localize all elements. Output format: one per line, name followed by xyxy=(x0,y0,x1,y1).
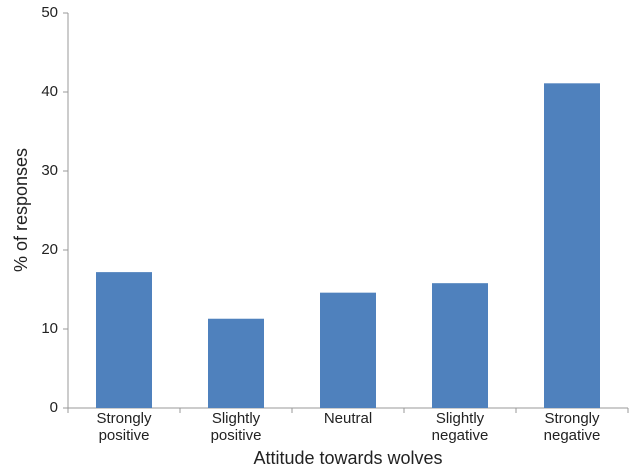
bar xyxy=(432,283,488,408)
bar xyxy=(544,83,600,408)
x-tick-label: Strongly positive xyxy=(96,410,152,444)
x-tick-label: Neutral xyxy=(323,410,373,427)
y-axis-label: % of responses xyxy=(11,148,31,272)
bar xyxy=(96,272,152,408)
x-tick-label: Slightly positive xyxy=(210,410,262,444)
y-tick-label: 30 xyxy=(41,162,58,179)
bar xyxy=(320,292,376,408)
x-tick-label: Slightly negative xyxy=(431,410,489,444)
y-tick-label: 50 xyxy=(41,4,58,21)
y-tick-label: 40 xyxy=(41,83,58,100)
x-tick-label: Strongly negative xyxy=(543,410,601,444)
x-axis-label: Attitude towards wolves xyxy=(253,448,442,468)
y-tick-label: 10 xyxy=(41,320,58,337)
y-tick-label: 0 xyxy=(50,399,58,416)
bar xyxy=(208,318,264,408)
y-tick-label: 20 xyxy=(41,241,58,258)
